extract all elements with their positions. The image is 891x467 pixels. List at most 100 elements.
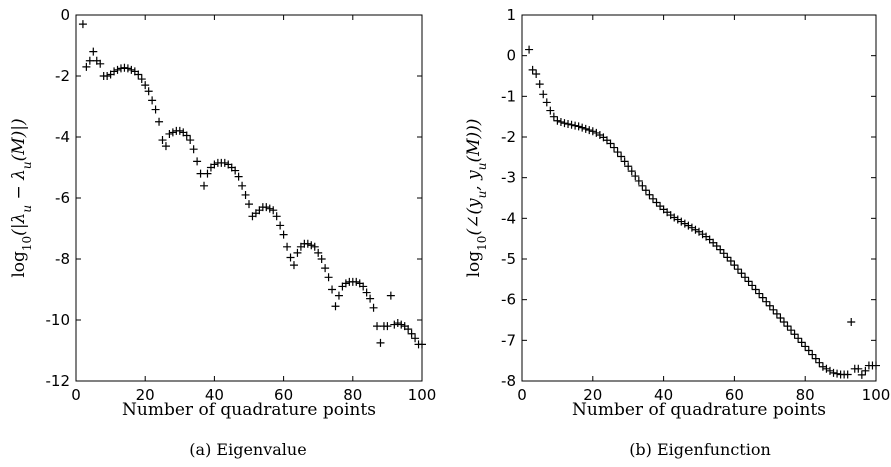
x-tick-label: 0: [517, 386, 527, 404]
data-point: [193, 157, 202, 166]
data-point: [390, 320, 399, 329]
data-point: [262, 203, 271, 212]
x-axis-label: Number of quadrature points: [122, 400, 376, 420]
data-point: [758, 293, 767, 302]
data-point: [144, 87, 153, 96]
data-point: [843, 370, 852, 379]
data-point: [648, 194, 657, 203]
data-point: [78, 20, 87, 29]
chart-a: 0 20 40 60 80 100 -12 -10 -8 -6 -4 -2 0 Number of qua…: [9, 6, 436, 459]
data-point: [546, 106, 555, 115]
y-tick-label: 0: [506, 47, 516, 65]
y-tick-label: -3: [501, 169, 516, 187]
data-point: [787, 326, 796, 335]
data-point: [186, 136, 195, 145]
data-point: [872, 361, 880, 370]
data-point: [116, 64, 125, 73]
data-point: [376, 338, 385, 347]
data-point: [151, 105, 160, 114]
data-point: [847, 318, 856, 327]
data-point: [765, 301, 774, 310]
data-point: [733, 265, 742, 274]
data-point: [560, 119, 569, 128]
data-point: [303, 239, 312, 248]
data-point: [567, 120, 576, 129]
data-point: [620, 157, 629, 166]
data-point: [581, 124, 590, 133]
data-point: [808, 350, 817, 359]
x-tick-label: 60: [725, 386, 744, 404]
data-point: [279, 230, 288, 239]
data-point: [783, 322, 792, 331]
data-point: [652, 198, 661, 207]
data-point: [182, 131, 191, 140]
y-tick-label: -6: [55, 189, 70, 207]
data-point: [748, 281, 757, 290]
y-tick-label: 0: [60, 6, 70, 24]
y-tick-label: -5: [501, 250, 516, 268]
data-point: [89, 47, 98, 56]
data-point: [719, 249, 728, 258]
data-point: [103, 72, 112, 80]
data-point: [833, 369, 842, 378]
data-point: [220, 158, 229, 167]
data-point: [617, 152, 626, 161]
data-point: [712, 241, 721, 250]
data-point: [779, 318, 788, 327]
data-point: [613, 148, 622, 157]
x-tick-label: 40: [654, 386, 673, 404]
data-point: [762, 297, 771, 306]
data-point: [286, 253, 295, 262]
data-point: [276, 221, 285, 230]
data-point: [393, 319, 402, 328]
data-point: [411, 334, 420, 343]
data-point: [359, 282, 368, 291]
x-axis-label: Number of quadrature points: [572, 400, 826, 420]
data-point: [737, 269, 746, 278]
data-point: [741, 273, 750, 282]
data-point: [113, 65, 122, 74]
data-point: [373, 322, 382, 331]
data-point: [811, 354, 820, 363]
data-point: [592, 128, 601, 137]
data-point: [272, 212, 281, 221]
data-point: [82, 62, 91, 71]
data-point: [751, 285, 760, 294]
y-tick-label: -8: [501, 372, 516, 390]
data-point: [677, 217, 686, 226]
data-point: [289, 261, 298, 270]
data-point: [553, 116, 562, 125]
data-point: [407, 329, 416, 338]
data-point: [203, 169, 212, 178]
data-point: [328, 285, 337, 294]
data-point: [790, 330, 799, 339]
data-point: [120, 63, 129, 72]
data-point: [155, 117, 164, 126]
data-point: [418, 340, 426, 349]
data-point: [556, 117, 565, 126]
data-point: [148, 96, 157, 105]
data-point: [317, 255, 326, 263]
data-point: [238, 181, 247, 190]
data-point: [861, 366, 870, 375]
data-point: [571, 121, 580, 130]
data-point: [797, 338, 806, 347]
x-tick-label: 100: [862, 386, 891, 404]
data-point: [549, 112, 558, 121]
plot-frame: [521, 14, 877, 382]
data-point: [127, 65, 136, 74]
data-point: [404, 325, 413, 334]
data-point: [606, 139, 615, 148]
data-point: [110, 67, 119, 76]
data-point: [825, 366, 834, 375]
data-point: [334, 291, 343, 300]
data-point: [755, 289, 764, 298]
data-point: [331, 302, 340, 311]
data-point: [804, 346, 813, 355]
data-point: [134, 70, 143, 79]
x-tick-label: 80: [343, 386, 362, 404]
data-point: [161, 142, 170, 151]
data-point: [716, 245, 725, 254]
y-tick-label: -2: [55, 67, 70, 85]
